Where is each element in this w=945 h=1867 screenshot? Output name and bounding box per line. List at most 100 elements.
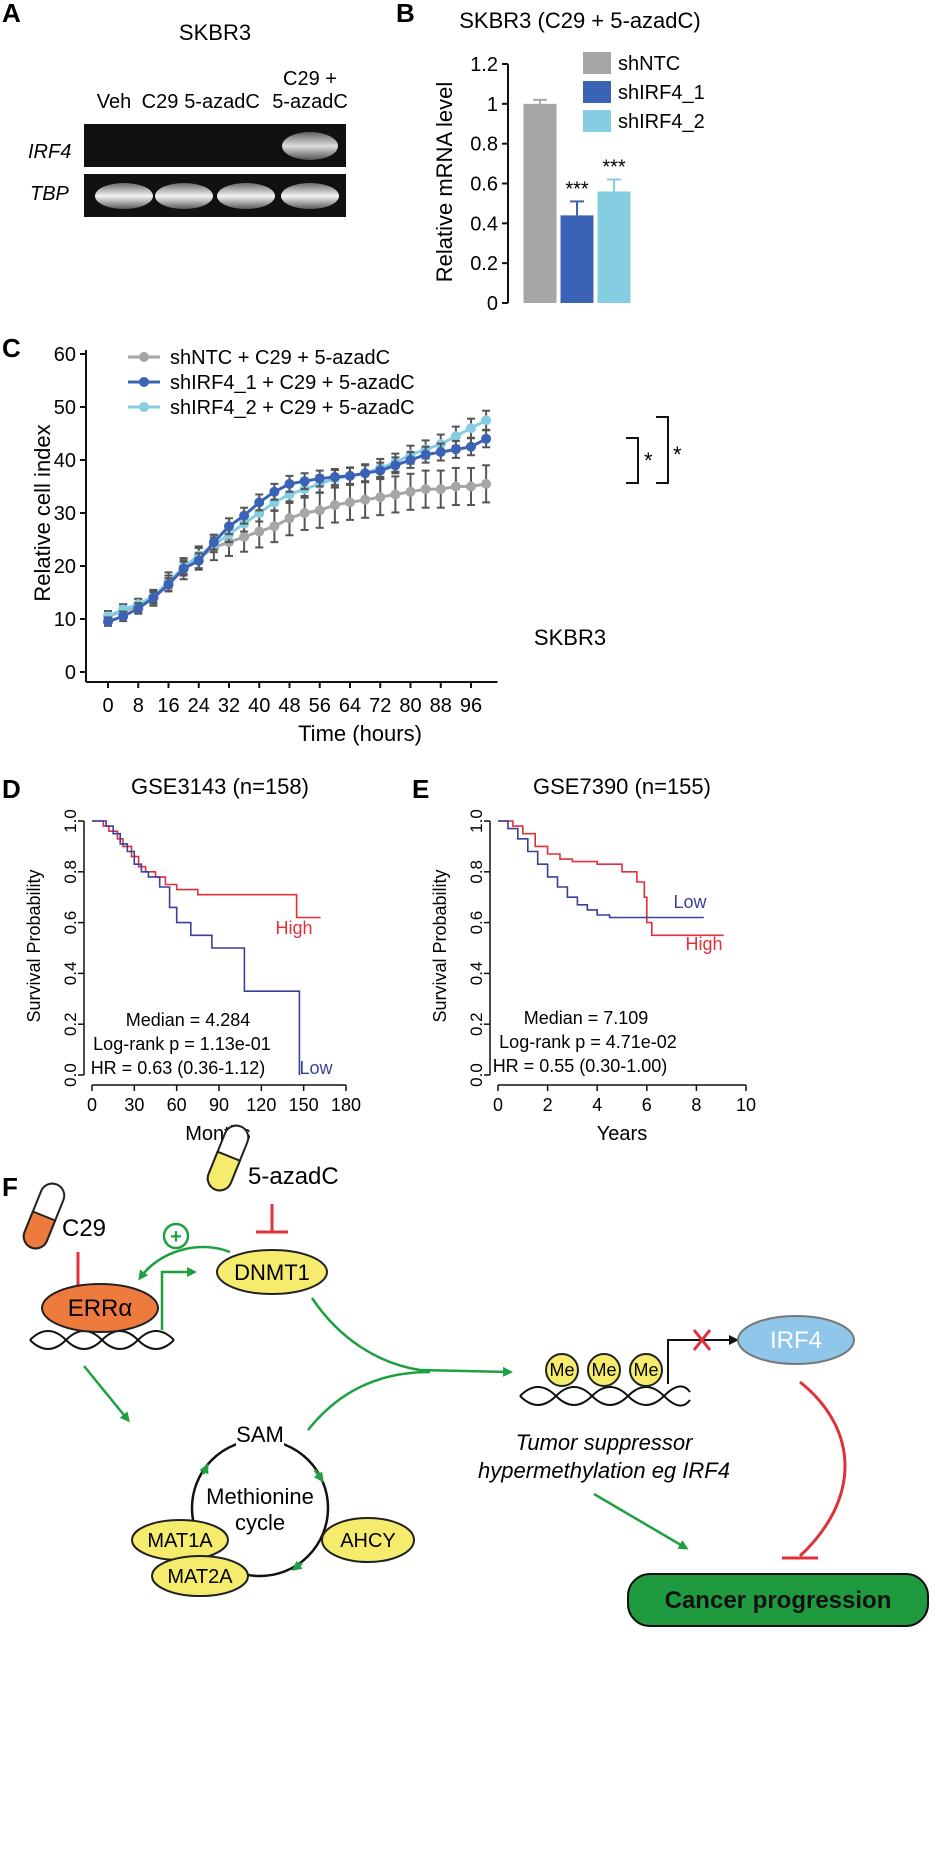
data-point [314,473,325,484]
y-tick-label: 0.8 [470,134,498,156]
band-tbp [217,183,275,209]
dna-strand [519,1386,691,1407]
dnmt1-label: DNMT1 [234,1260,310,1285]
block-x-icon [692,1329,712,1351]
data-point [450,431,461,442]
ts-note: Tumor suppressor [516,1430,695,1455]
legend-label: shIRF4_1 + C29 + 5-azadC [170,372,415,394]
curve-label-low: Low [299,1058,333,1078]
y-tick-label: 60 [54,344,76,366]
chart-d-title: GSE3143 (n=158) [131,774,309,799]
me-label: Me [549,1360,574,1380]
data-point [466,423,476,434]
chart-e-xlabel: Years [597,1123,647,1145]
data-point [329,471,340,482]
chart-e-stat: Log-rank p = 4.71e-02 [499,1032,677,1052]
band-irf4 [282,132,338,160]
chart-e-series [498,820,724,937]
chart-b-title: SKBR3 (C29 + 5-azadC) [459,8,701,33]
chart-d-axis: 0.0 0.2 0.4 0.6 0.8 1.0 0 30 60 90 120 150 180 [61,809,361,1115]
dna-strand [29,1330,175,1350]
x-tick-label: 24 [188,695,210,717]
y-tick-label: 0.2 [470,253,498,275]
chart-e-stat: HR = 0.55 (0.30-1.00) [493,1056,668,1076]
legend-marker [139,352,149,362]
data-point [390,489,401,500]
erra-to-cycle-arrow [83,1365,130,1423]
data-point [405,486,416,497]
data-point [345,470,355,481]
x-tick-label: 4 [592,1095,602,1115]
chart-b-axis: 0 0.2 0.4 0.6 0.8 1 1.2 [470,54,509,315]
chart-c-xlabel: Time (hours) [298,721,422,746]
x-tick-label: 120 [246,1095,276,1115]
data-point [314,505,325,516]
y-tick-label: 1.0 [61,809,80,833]
x-tick-label: 40 [248,695,270,717]
data-point [481,415,492,426]
irf4-inhibit-curve [798,1380,847,1558]
curve-label-high: High [275,918,312,938]
survival-curve [498,820,724,937]
sig-star: * [673,442,682,467]
capsule-icon [22,1182,66,1250]
y-tick-label: 40 [54,450,76,472]
x-tick-label: 8 [691,1095,701,1115]
dnmt1-node [216,1249,328,1295]
data-point [224,521,234,532]
data-point [193,555,204,566]
panel-e-label: E [412,774,429,804]
bar [597,191,631,303]
x-tick-label: 30 [124,1095,144,1115]
plus-circle-icon [162,1222,190,1250]
x-tick-label: 60 [167,1095,187,1115]
data-point [435,484,446,495]
panel-a-cell-line: SKBR3 [179,20,251,45]
erra-node [41,1283,159,1333]
methyl-group [629,1353,663,1387]
survival-curve [92,820,301,1075]
y-tick-label: 0.6 [467,911,486,935]
legend-label: shIRF4_1 [618,82,705,104]
panel-f-label: F [2,1172,18,1202]
cancer-progression-box [627,1573,929,1627]
lane-label: Veh [97,91,131,113]
ahcy-node [321,1517,415,1563]
chart-b-ylabel: Relative mRNA level [432,82,457,283]
band-tbp [281,183,339,209]
data-point [269,486,280,497]
x-tick-label: 96 [460,695,482,717]
survival-curve [92,820,321,919]
data-point [208,537,219,548]
y-tick-label: 0 [65,662,76,684]
mat1a-label: MAT1A [147,1530,213,1552]
panel-b: B SKBR3 (C29 + 5-azadC) Relative mRNA le… [396,0,705,315]
chart-e-axis: 0.0 0.2 0.4 0.6 0.8 1.0 0 2 4 6 8 10 [467,809,756,1115]
chart-d-stat: Log-rank p = 1.13e-01 [93,1034,271,1054]
x-tick-label: 180 [331,1095,361,1115]
lane-label: 5-azadC [184,91,260,113]
lane-label: C29 [142,91,179,113]
mat2a-node [151,1555,249,1597]
y-tick-label: 0.0 [467,1063,486,1087]
data-point [450,444,461,455]
data-point [118,611,129,622]
chart-e-title: GSE7390 (n=155) [533,774,711,799]
legend-swatch [583,81,611,103]
data-point [163,579,174,590]
chart-b-legend: shNTC shIRF4_1 shIRF4_2 [583,52,705,133]
y-tick-label: 0.6 [470,174,498,196]
data-point [375,465,386,476]
data-point [254,526,265,537]
series-line [107,482,487,618]
data-point [284,478,295,489]
data-point [299,508,310,518]
data-point [360,494,371,505]
legend-label: shNTC [618,53,680,75]
ts-note: hypermethylation eg IRF4 [478,1458,730,1483]
chart-c-annotation: SKBR3 [534,625,606,650]
x-tick-label: 80 [399,695,421,717]
sam-label: SAM [236,1422,284,1447]
methyl-group [545,1353,579,1387]
data-point [435,447,446,458]
